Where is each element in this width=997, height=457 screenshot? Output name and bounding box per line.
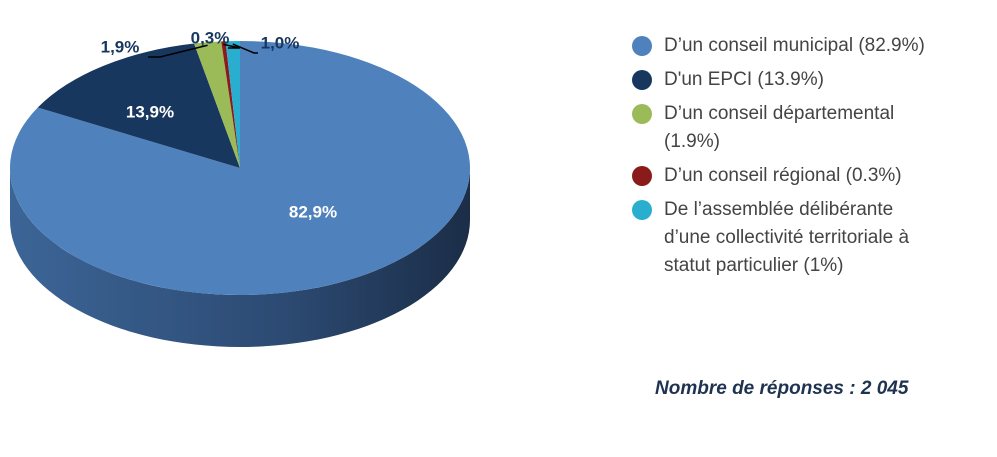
legend-item: D’un conseil départemental (1.9%) xyxy=(632,100,942,156)
note: Nombre de réponses : 2 045 xyxy=(655,378,909,399)
pie-slice xyxy=(37,43,240,168)
data-label: 1,9% xyxy=(101,37,140,56)
data-label: 1,0% xyxy=(261,33,300,52)
legend-label: D’un conseil départemental (1.9%) xyxy=(664,103,895,152)
pie-slice xyxy=(221,41,240,168)
pie-side xyxy=(10,168,470,347)
data-label: 0,3% xyxy=(191,28,230,47)
pie-slice xyxy=(225,41,240,168)
legend-label: D’un conseil municipal (82.9%) xyxy=(664,35,925,56)
leader-line xyxy=(148,44,208,58)
legend-swatch xyxy=(632,104,652,124)
legend-item: D’un conseil municipal (82.9%) xyxy=(632,32,942,60)
legend-label: D'un EPCI (13.9%) xyxy=(664,69,824,90)
data-label: 82,9% xyxy=(289,202,337,221)
legend-swatch xyxy=(632,70,652,90)
legend-swatch xyxy=(632,166,652,186)
legend-swatch xyxy=(632,200,652,220)
data-label: 13,9% xyxy=(126,102,174,121)
legend-item: D'un EPCI (13.9%) xyxy=(632,66,942,94)
chart: 82,9% 13,9% 1,9% 0,3% 1,0% xyxy=(10,28,470,347)
legend-swatch xyxy=(632,36,652,56)
pie-slice xyxy=(194,41,240,168)
legend-item: De l’assemblée délibérante d’une collect… xyxy=(632,196,942,280)
legend: D’un conseil municipal (82.9%) D'un EPCI … xyxy=(632,32,942,286)
leader-line xyxy=(223,43,241,49)
leader-line xyxy=(232,43,258,54)
legend-label: De l’assemblée délibérante d’une collect… xyxy=(664,199,910,276)
legend-item: D’un conseil régional (0.3%) xyxy=(632,162,942,190)
legend-label: D’un conseil régional (0.3%) xyxy=(664,165,902,186)
